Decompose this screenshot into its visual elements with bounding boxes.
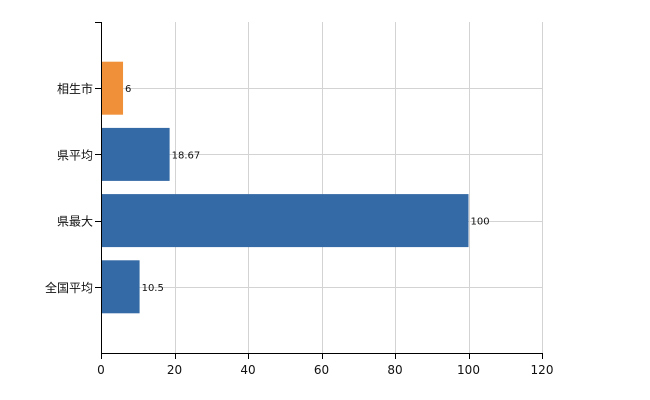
x-tick-label-6: 100 [457, 363, 480, 377]
x-tick-label-5: 80 [387, 363, 402, 377]
y-tick-label-4: 全国平均 [45, 280, 93, 295]
data-label-2: 18.67 [172, 150, 201, 161]
axis-layer [95, 22, 543, 359]
x-tick-label-3: 40 [240, 363, 255, 377]
bar-4[interactable] [101, 260, 140, 314]
x-tick-label-7: 120 [531, 363, 554, 377]
x-tick-label-4: 60 [314, 363, 329, 377]
x-tick-label-1: 0 [97, 363, 105, 377]
bar-1[interactable] [101, 61, 124, 115]
y-tick-label-1: 相生市 [57, 81, 93, 96]
bar-3[interactable] [101, 194, 469, 248]
data-label-4: 10.5 [142, 283, 164, 294]
x-tick-label-2: 20 [167, 363, 182, 377]
data-label-3: 100 [471, 217, 490, 228]
bar-2[interactable] [101, 127, 170, 181]
data-label-1: 6 [125, 84, 131, 95]
y-tick-label-2: 県平均 [57, 148, 93, 162]
bar-layer [101, 61, 469, 314]
y-tick-label-3: 県最大 [57, 215, 93, 229]
grid-layer [101, 22, 543, 353]
